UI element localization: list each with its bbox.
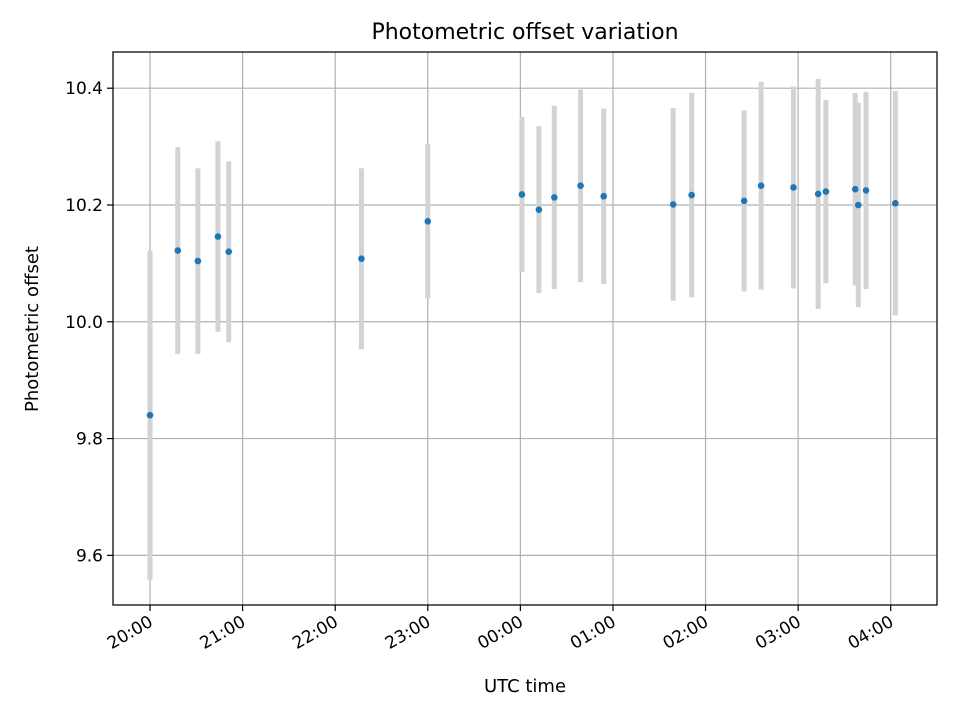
data-point — [424, 218, 432, 225]
data-point — [757, 182, 765, 190]
grid — [113, 52, 937, 605]
data-point — [225, 248, 233, 256]
data-points — [146, 182, 899, 419]
data-point — [146, 411, 154, 419]
data-point — [814, 190, 822, 198]
y-tick-label: 9.8 — [76, 430, 103, 450]
data-point — [892, 199, 899, 207]
data-point — [577, 182, 584, 190]
y-tick-label: 10.0 — [65, 313, 103, 333]
data-point — [194, 257, 202, 265]
data-point — [214, 233, 222, 240]
data-point — [669, 201, 677, 208]
data-point — [740, 197, 748, 205]
data-point — [851, 185, 859, 193]
data-point — [518, 191, 526, 198]
data-point — [551, 194, 558, 201]
data-point — [535, 206, 543, 213]
data-point — [855, 201, 862, 209]
data-point — [862, 187, 870, 194]
y-tick-label: 10.2 — [65, 196, 103, 216]
chart-title: Photometric offset variation — [371, 20, 678, 45]
y-tick-label: 10.4 — [65, 79, 103, 99]
y-tick-label: 9.6 — [76, 546, 103, 566]
data-point — [174, 247, 182, 254]
data-point — [822, 188, 830, 195]
plot-frame — [112, 51, 938, 606]
y-axis-label: Photometric offset — [22, 246, 43, 412]
data-point — [790, 184, 797, 191]
data-point — [600, 192, 607, 200]
x-axis-label: UTC time — [484, 676, 566, 697]
data-point — [688, 191, 695, 199]
data-point — [358, 255, 365, 263]
